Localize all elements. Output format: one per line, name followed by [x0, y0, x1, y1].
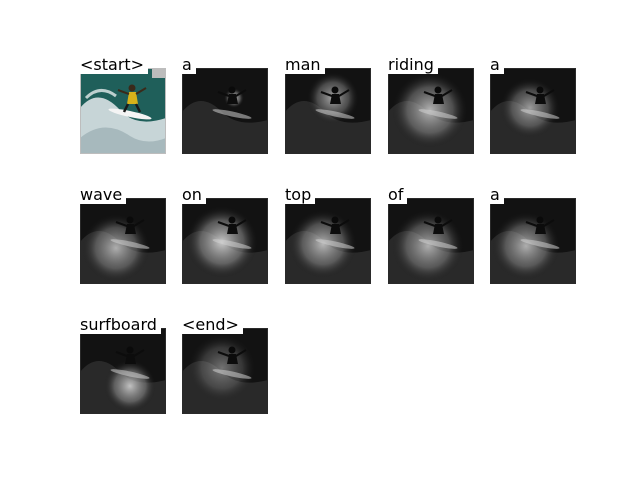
caption-word: man: [285, 56, 325, 74]
attention-heatmap: [388, 68, 474, 154]
attention-map-cell: a: [490, 186, 576, 286]
original-image-cell: <start>: [80, 56, 166, 156]
attention-heatmap: [285, 68, 371, 154]
attention-heatmap: [182, 328, 268, 414]
attention-map-cell: man: [285, 56, 371, 156]
attention-heatmap: [388, 198, 474, 284]
caption-word: <end>: [182, 316, 243, 334]
attention-map-cell: a: [490, 56, 576, 156]
caption-word: top: [285, 186, 316, 204]
attention-heatmap: [182, 68, 268, 154]
caption-word: <start>: [80, 56, 149, 74]
attention-map-cell: surfboard: [80, 316, 166, 416]
attention-heatmap: [182, 198, 268, 284]
attention-map-cell: <end>: [182, 316, 268, 416]
attention-map-cell: wave: [80, 186, 166, 286]
caption-word: on: [182, 186, 206, 204]
attention-heatmap: [80, 198, 166, 284]
attention-map-cell: top: [285, 186, 371, 286]
caption-word: wave: [80, 186, 127, 204]
surfer-photo: [80, 68, 166, 154]
attention-heatmap: [490, 198, 576, 284]
caption-word: surfboard: [80, 316, 161, 334]
attention-map-cell: a: [182, 56, 268, 156]
caption-word: a: [490, 186, 504, 204]
caption-word: a: [490, 56, 504, 74]
attention-map-cell: of: [388, 186, 474, 286]
caption-word: riding: [388, 56, 438, 74]
attention-map-cell: riding: [388, 56, 474, 156]
attention-heatmap: [80, 328, 166, 414]
attention-heatmap: [285, 198, 371, 284]
caption-word: of: [388, 186, 408, 204]
caption-word: a: [182, 56, 196, 74]
attention-heatmap: [490, 68, 576, 154]
attention-map-cell: on: [182, 186, 268, 286]
